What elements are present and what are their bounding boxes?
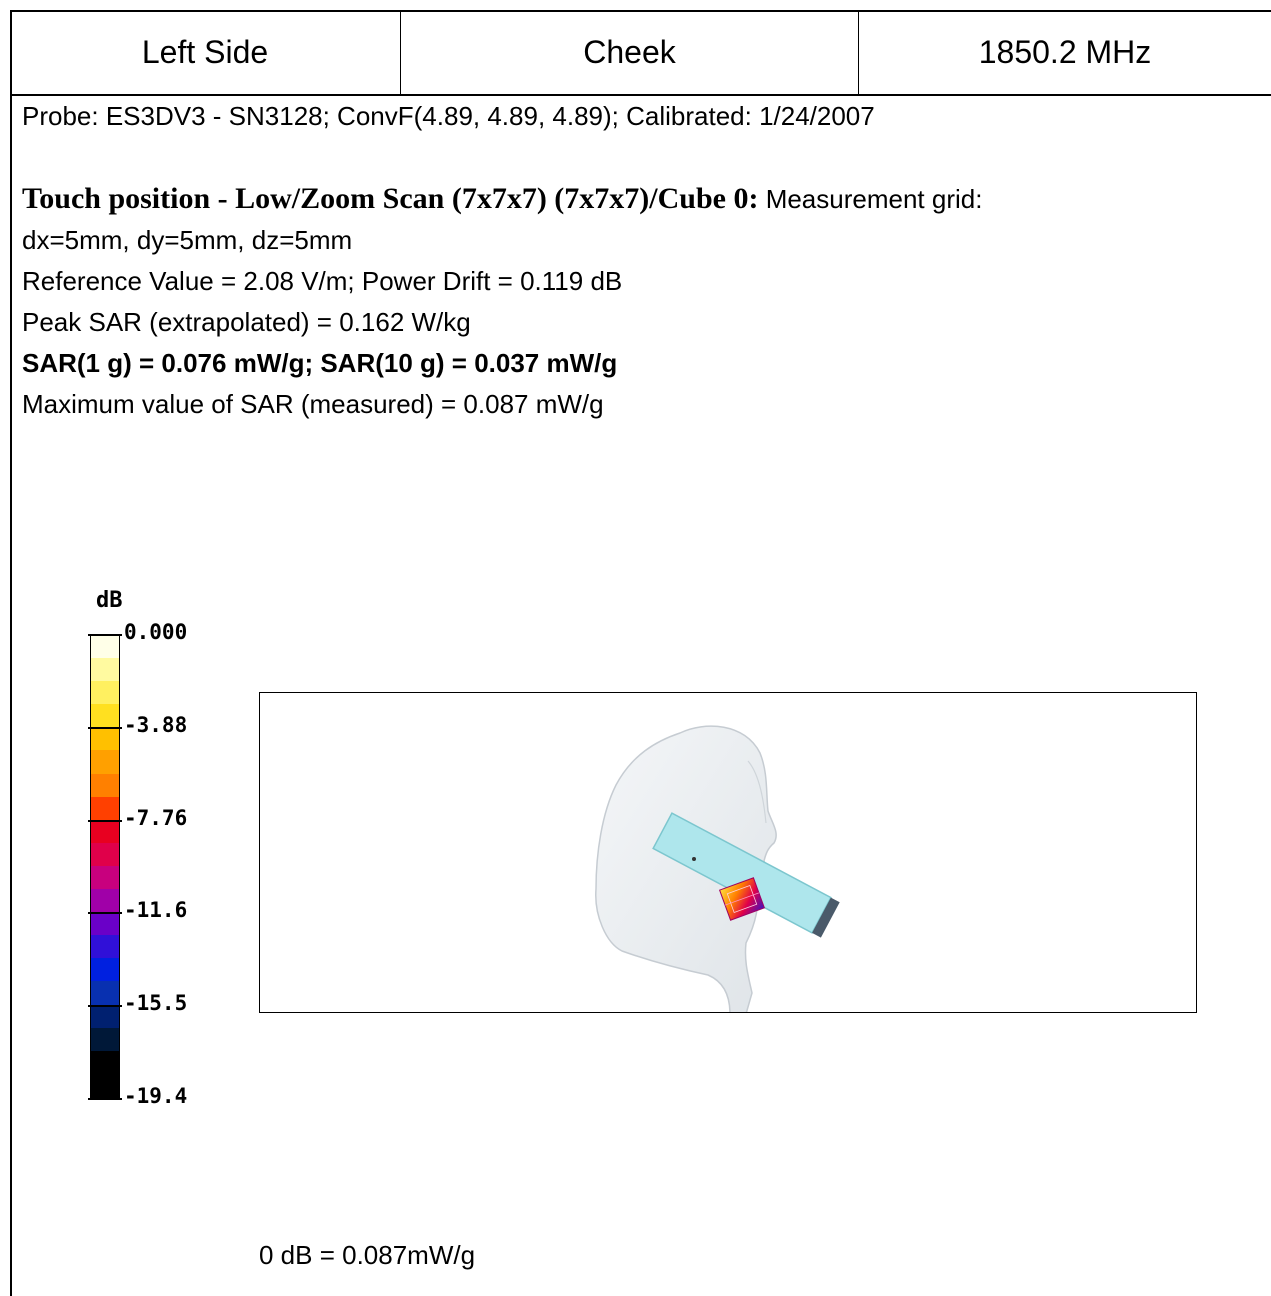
colorbar-tick (88, 912, 122, 915)
colorbar-unit: dB (96, 588, 123, 613)
colorbar-segment (91, 912, 119, 936)
grid-label: Measurement grid: (758, 184, 983, 214)
max-sar: Maximum value of SAR (measured) = 0.087 … (22, 389, 604, 419)
colorbar-segment (91, 773, 119, 797)
colorbar-tick-label: -3.88 (124, 712, 188, 737)
scan-title-line: Touch position - Low/Zoom Scan (7x7x7) (… (22, 178, 982, 220)
colorbar-segment (91, 865, 119, 890)
probe-info: Probe: ES3DV3 - SN3128; ConvF(4.89, 4.89… (22, 101, 875, 131)
colorbar-segment (91, 889, 119, 913)
head-phantom-image (595, 725, 840, 1012)
colorbar-tick-label: -11.6 (124, 898, 188, 923)
colorbar-segment (91, 1004, 119, 1028)
colorbar-segment (91, 704, 119, 728)
colorbar-segment (91, 1027, 119, 1051)
page-frame (10, 10, 1271, 1296)
header-frequency: 1850.2 MHz (978, 33, 1152, 70)
colorbar-segment (91, 958, 119, 982)
peak-sar: Peak SAR (extrapolated) = 0.162 W/kg (22, 307, 471, 337)
reference-note: 0 dB = 0.087mW/g (259, 1240, 476, 1270)
colorbar-tick (88, 1005, 122, 1008)
colorbar-segment (91, 981, 119, 1005)
header-side: Left Side (10, 10, 401, 94)
colorbar-segment (91, 635, 119, 659)
header-position: Cheek (401, 10, 859, 94)
sar-3d-render (259, 692, 1197, 1013)
colorbar-segment (91, 658, 119, 682)
colorbar-segment (91, 727, 119, 751)
colorbar-tick (88, 634, 122, 636)
colorbar-segment (91, 819, 119, 843)
colorbar-segment (91, 1073, 119, 1097)
header-table: Left Side Cheek 1850.2 MHz (10, 10, 1271, 96)
colorbar-tick-label: 0.000 (124, 620, 188, 644)
colorbar-segment (91, 681, 119, 705)
colorbar-segment (91, 1050, 119, 1074)
colorbar-segment (91, 750, 119, 774)
reference-value: Reference Value = 2.08 V/m; Power Drift … (22, 266, 623, 296)
scan-title: Touch position - Low/Zoom Scan (7x7x7) (… (22, 182, 759, 215)
colorbar-tick (88, 726, 122, 729)
sar-values: SAR(1 g) = 0.076 mW/g; SAR(10 g) = 0.037… (22, 348, 618, 378)
colorbar-tick (88, 1098, 122, 1100)
colorbar-tick-label: -19.4 (124, 1084, 188, 1108)
colorbar-tick-label: -15.5 (124, 991, 188, 1016)
grid-values: dx=5mm, dy=5mm, dz=5mm (22, 225, 353, 255)
colorbar-segment (91, 842, 119, 866)
colorbar-gradient (90, 634, 120, 1098)
colorbar-segment (91, 796, 119, 820)
colorbar: dB 0.000 -3.88 -7.76 -11.6 -15.5 -19.4 (88, 588, 248, 1118)
colorbar-tick-label: -7.76 (124, 805, 188, 830)
colorbar-tick (88, 819, 122, 822)
colorbar-segment (91, 935, 119, 959)
